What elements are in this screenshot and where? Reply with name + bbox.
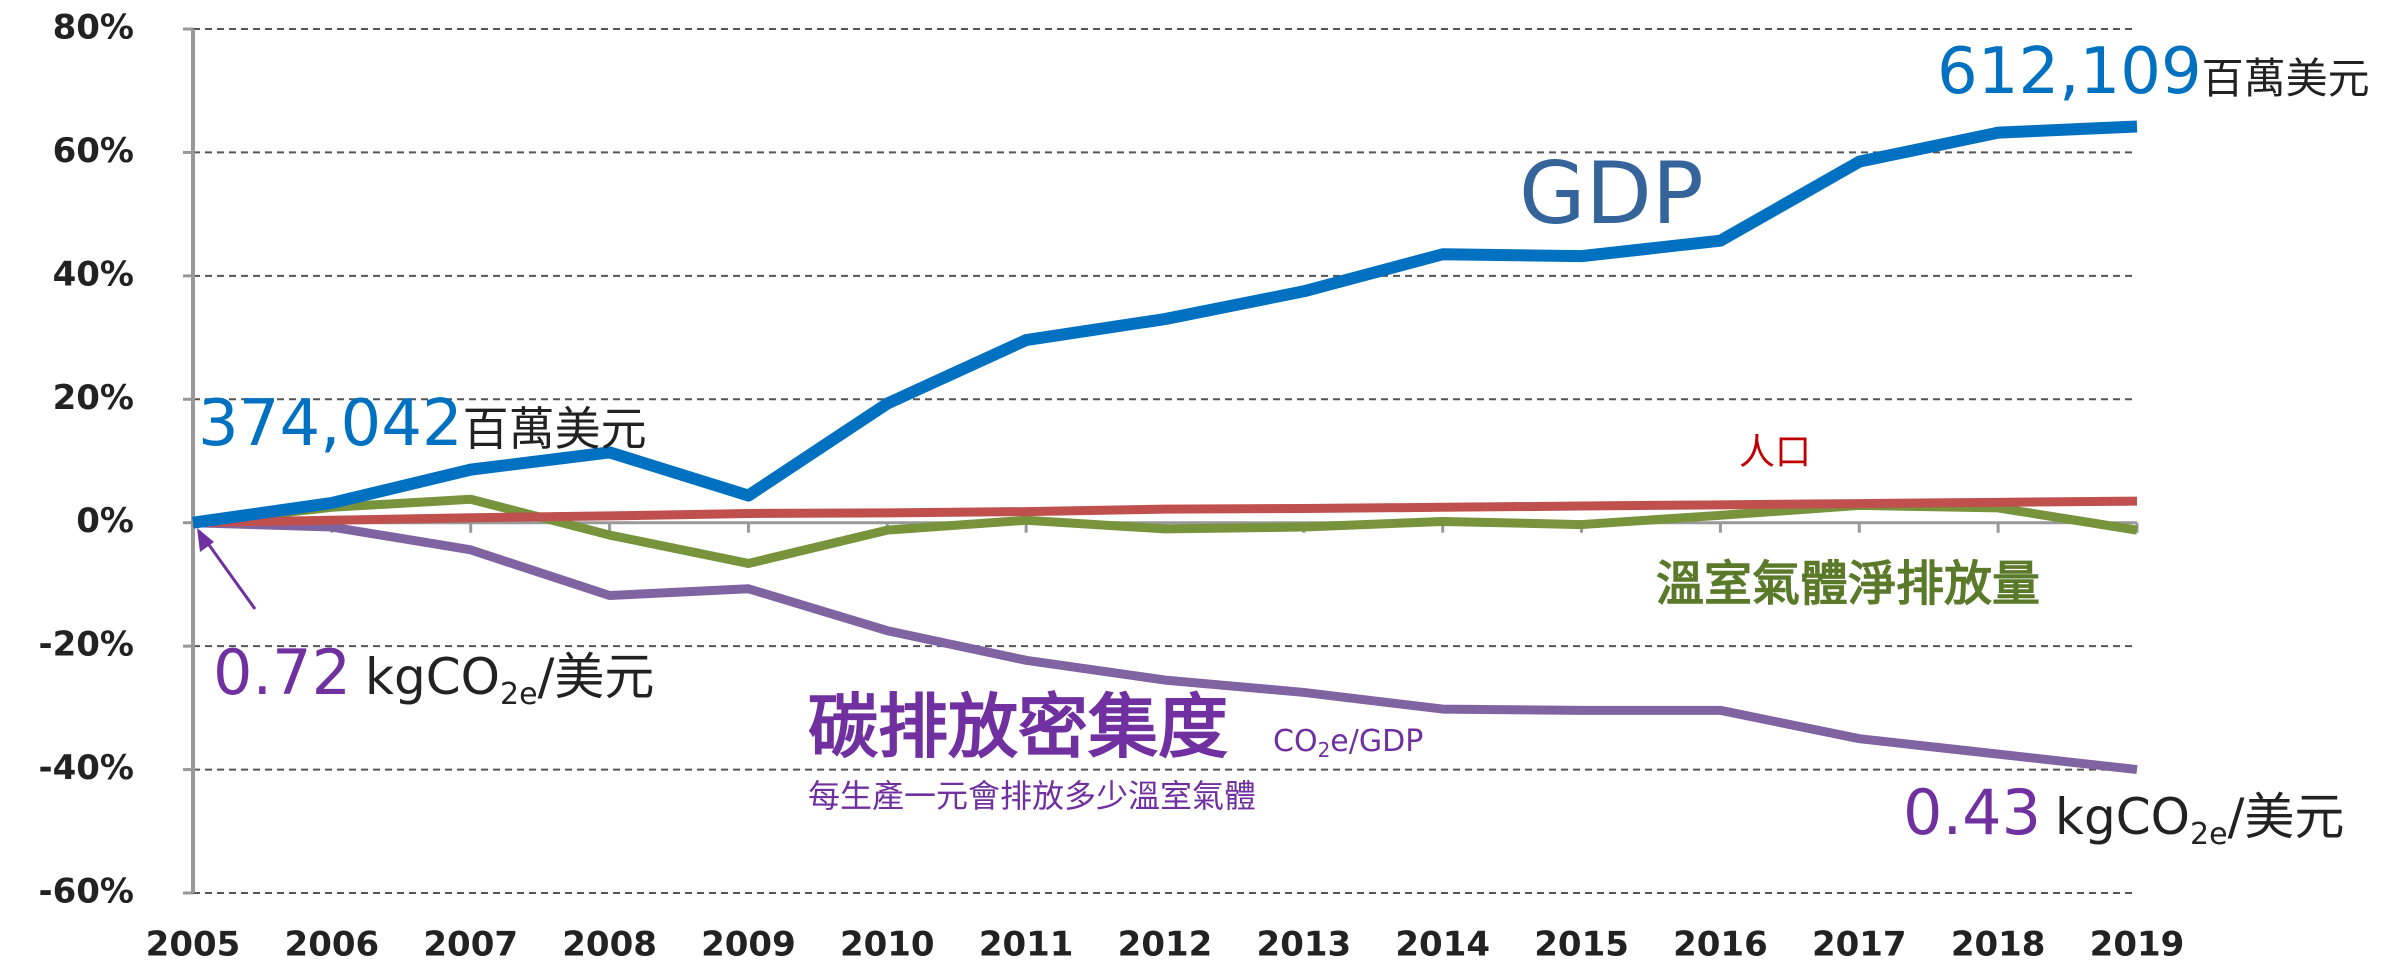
x-tick-label: 2010 — [840, 925, 935, 965]
x-tick-label: 2019 — [2090, 925, 2185, 965]
y-tick-label: 80% — [53, 8, 134, 48]
x-tick-label: 2011 — [979, 925, 1074, 965]
unit: /美元 — [2228, 788, 2345, 846]
y-tick-label: 40% — [53, 254, 134, 294]
x-tick-label: 2014 — [1395, 925, 1490, 965]
unit: kgCO — [2055, 788, 2190, 846]
value: 0.43 — [1903, 776, 2041, 849]
series-line — [192, 494, 2138, 568]
gdp-start-label: 374,042百萬美元 — [198, 387, 647, 461]
unit: kgCO — [365, 648, 500, 706]
gdp-series-label: GDP — [1519, 144, 1704, 244]
y-tick-label: 20% — [53, 378, 134, 418]
formula: e/GDP — [1330, 724, 1423, 759]
intensity-note: 每生產一元會排放多少溫室氣體 — [808, 777, 1256, 815]
x-tick-label: 2013 — [1257, 925, 1352, 965]
x-tick-label: 2009 — [701, 925, 796, 965]
series-line — [192, 120, 2138, 529]
unit-sub: 2e — [500, 677, 538, 712]
unit-sub: 2e — [2190, 817, 2228, 852]
value: 612,109 — [1937, 35, 2202, 109]
x-tick-label: 2008 — [562, 925, 657, 965]
formula: CO — [1273, 724, 1318, 759]
x-tick-label: 2007 — [423, 925, 518, 965]
y-tick-label: 0% — [76, 501, 134, 541]
intensity-formula: CO2e/GDP — [1273, 724, 1423, 762]
x-tick-label: 2012 — [1118, 925, 1213, 965]
series-line — [192, 496, 2138, 528]
x-tick-label: 2005 — [146, 925, 241, 965]
ghg-series-label: 溫室氣體淨排放量 — [1656, 556, 2040, 612]
y-tick-label: -60% — [39, 872, 135, 912]
x-tick-label: 2016 — [1673, 925, 1768, 965]
x-tick-label: 2017 — [1812, 925, 1907, 965]
unit: /美元 — [538, 648, 655, 706]
formula-sub: 2 — [1318, 738, 1331, 762]
intensity-end-label: 0.43 kgCO2e/美元 — [1903, 776, 2344, 852]
x-tick-label: 2018 — [1951, 925, 2046, 965]
y-tick-label: 60% — [53, 131, 134, 171]
x-tick-label: 2006 — [285, 925, 380, 965]
value: 374,042 — [198, 387, 463, 461]
y-tick-label: -40% — [39, 748, 135, 788]
intensity-start-label: 0.72 kgCO2e/美元 — [213, 636, 654, 712]
unit: 百萬美元 — [2202, 54, 2370, 103]
population-series-label: 人口 — [1739, 432, 1811, 473]
gdp-end-label: 612,109百萬美元 — [1937, 35, 2370, 109]
x-tick-label: 2015 — [1534, 925, 1629, 965]
arrow-head — [197, 528, 214, 552]
value: 0.72 — [213, 636, 351, 709]
intensity-series-label: 碳排放密集度 — [808, 686, 1228, 768]
unit: 百萬美元 — [463, 402, 647, 456]
y-tick-label: -20% — [39, 625, 135, 665]
series-line — [192, 518, 2138, 775]
